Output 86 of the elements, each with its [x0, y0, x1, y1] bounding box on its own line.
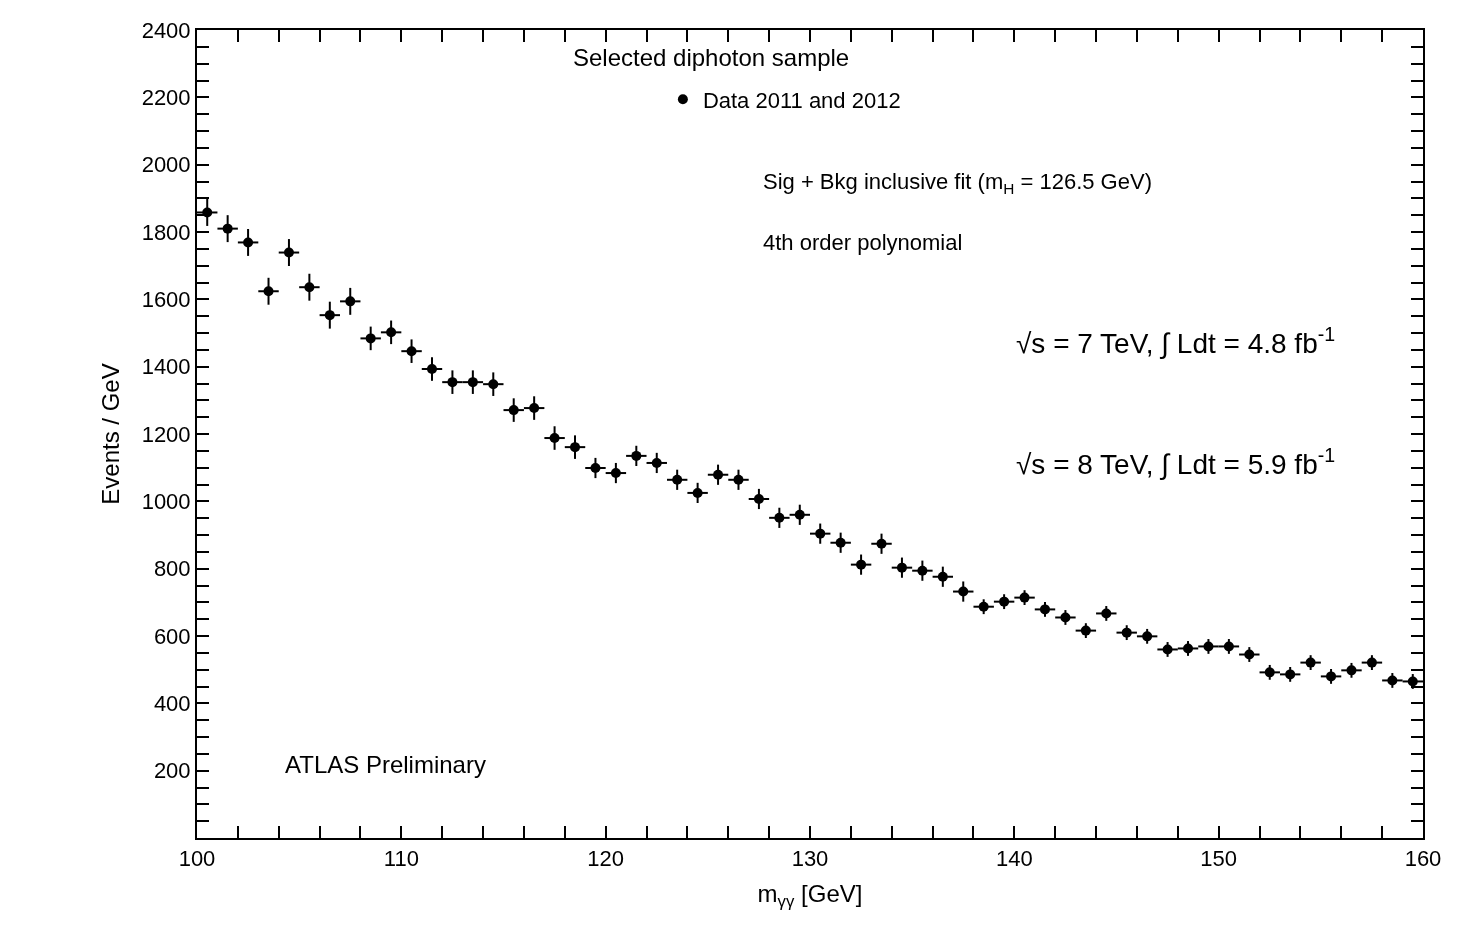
x-tick-label: 110 — [383, 846, 419, 872]
point — [651, 457, 662, 468]
annotation: √s = 8 TeV, ∫ Ldt = 5.9 fb$^{-1}$ — [1016, 444, 1336, 480]
y-tick-label: 1000 — [141, 489, 191, 515]
legend-label: Data 2011 and 2012 — [702, 87, 901, 113]
point — [1387, 675, 1398, 686]
point — [815, 528, 826, 539]
point — [324, 310, 335, 321]
point — [1162, 644, 1173, 655]
point — [1080, 625, 1091, 636]
point — [549, 433, 560, 444]
point — [1183, 643, 1194, 654]
point — [692, 487, 703, 498]
point — [672, 474, 683, 485]
point — [263, 286, 274, 297]
point — [508, 405, 519, 416]
y-tick-label: 600 — [153, 623, 191, 649]
point — [243, 237, 254, 248]
point — [794, 509, 805, 520]
point — [1305, 657, 1316, 668]
point — [1142, 631, 1153, 642]
point — [835, 537, 846, 548]
point — [937, 571, 948, 582]
point — [386, 327, 397, 338]
point — [774, 512, 785, 523]
point — [1203, 641, 1214, 652]
point — [713, 469, 724, 480]
point — [1264, 667, 1275, 678]
point — [999, 596, 1010, 607]
point — [958, 586, 969, 597]
point — [426, 364, 437, 375]
y-tick-label: 2000 — [141, 152, 191, 178]
y-tick-label: 1800 — [141, 219, 191, 245]
point — [345, 296, 356, 307]
point — [447, 377, 458, 388]
point — [1060, 612, 1071, 623]
x-axis-title: m$_{γγ}$ [GeV] — [757, 880, 863, 912]
point — [631, 450, 642, 461]
point — [896, 562, 907, 573]
point — [1366, 657, 1377, 668]
point — [1121, 627, 1132, 638]
x-tick-label: 130 — [791, 846, 829, 872]
y-tick-label: 1200 — [141, 421, 191, 447]
point — [304, 282, 315, 293]
annotation: Selected diphoton sample — [573, 44, 850, 71]
point — [753, 493, 764, 504]
point — [1326, 671, 1337, 682]
point — [488, 379, 499, 390]
point — [1223, 641, 1234, 652]
point — [876, 538, 887, 549]
point — [1019, 592, 1030, 603]
point — [856, 559, 867, 570]
x-tick-label: 100 — [178, 846, 216, 872]
point — [1285, 669, 1296, 680]
point — [283, 247, 294, 258]
point — [1101, 608, 1112, 619]
point — [917, 565, 928, 576]
annotation: 4th order polynomial — [763, 230, 963, 255]
x-tick-label: 150 — [1200, 846, 1238, 872]
point — [570, 442, 581, 453]
x-tick-label: 160 — [1404, 846, 1442, 872]
x-tick-label: 140 — [995, 846, 1033, 872]
annotation: Sig + Bkg inclusive fit (m$_{H}$ = 126.5 GeV) — [763, 169, 1152, 197]
y-tick-label: 400 — [153, 691, 191, 717]
y-tick-label: 200 — [153, 758, 191, 784]
point — [610, 468, 621, 479]
point — [590, 463, 601, 473]
point — [529, 403, 540, 414]
y-tick-label: 2400 — [141, 17, 191, 43]
y-tick-label: 800 — [153, 556, 191, 582]
y-tick-label: 2200 — [141, 85, 191, 111]
annotation: √s = 7 TeV, ∫ Ldt = 4.8 fb$^{-1}$ — [1016, 323, 1336, 359]
x-tick-label: 120 — [587, 846, 625, 872]
point — [978, 601, 989, 612]
point — [406, 346, 417, 357]
annotation: ATLAS Preliminary — [285, 751, 486, 778]
point — [222, 223, 233, 234]
y-tick-label: 1400 — [141, 354, 191, 380]
y-tick-label: 1600 — [141, 287, 191, 313]
point — [1346, 665, 1357, 676]
point — [1244, 649, 1255, 660]
point — [1039, 604, 1050, 615]
point — [733, 474, 744, 485]
y-axis-title: Events / GeV — [97, 363, 125, 505]
point — [467, 377, 478, 388]
point — [365, 333, 376, 344]
